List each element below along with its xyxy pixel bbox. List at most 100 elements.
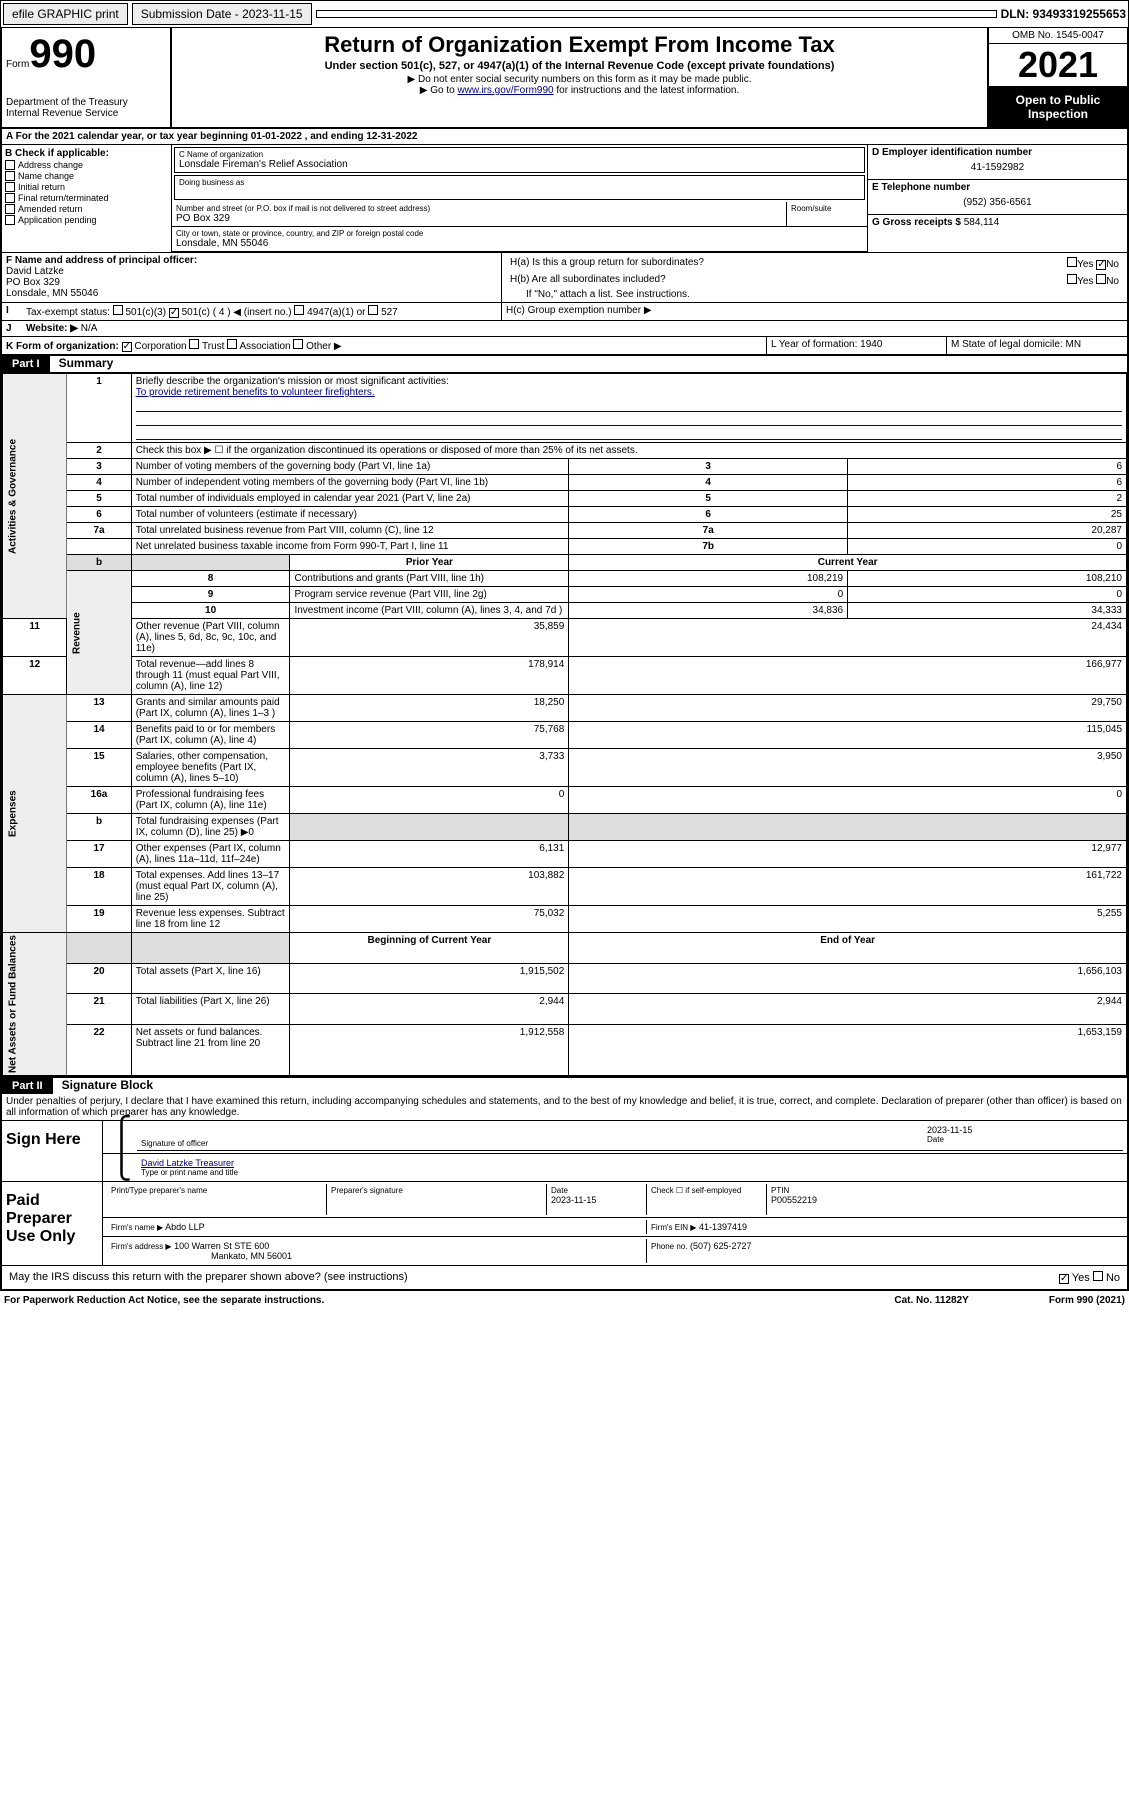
row-text: Program service revenue (Part VIII, line…	[290, 587, 569, 603]
cb-address-change[interactable]: Address change	[5, 160, 168, 170]
row-text: Total fundraising expenses (Part IX, col…	[131, 814, 290, 841]
row-text: Number of voting members of the governin…	[131, 459, 569, 475]
phone: (952) 356-6561	[872, 193, 1123, 212]
row-text: Salaries, other compensation, employee b…	[131, 749, 290, 787]
firm-addr2: Mankato, MN 56001	[211, 1251, 292, 1261]
city: Lonsdale, MN 55046	[176, 238, 863, 249]
hb-yes[interactable]	[1067, 274, 1077, 284]
col-b-checkboxes: B Check if applicable: Address change Na…	[2, 145, 172, 252]
cb-527[interactable]	[368, 305, 378, 315]
cb-4947[interactable]	[294, 305, 304, 315]
submission-date: Submission Date - 2023-11-15	[132, 3, 312, 25]
cb-assoc[interactable]	[227, 339, 237, 349]
row-text: Benefits paid to or for members (Part IX…	[131, 722, 290, 749]
exp-row: 14Benefits paid to or for members (Part …	[3, 722, 1127, 749]
curr-val: 29,750	[569, 695, 1127, 722]
k-label: K Form of organization:	[6, 341, 119, 352]
row-text: Total assets (Part X, line 16)	[131, 963, 290, 994]
cb-initial-return[interactable]: Initial return	[5, 182, 168, 192]
prior-val: 0	[290, 787, 569, 814]
prior-val: 103,882	[290, 868, 569, 906]
cb-final-return[interactable]: Final return/terminated	[5, 193, 168, 203]
yes-label: Yes	[1072, 1272, 1090, 1284]
prior-val: 6,131	[290, 841, 569, 868]
row-val: 0	[848, 539, 1127, 555]
department: Department of the Treasury Internal Reve…	[6, 97, 166, 119]
identity-section: A For the 2021 calendar year, or tax yea…	[0, 129, 1129, 356]
bracket-icon: ⎧	[107, 1123, 137, 1151]
side-exp: Expenses	[3, 695, 67, 933]
prior-val	[290, 814, 569, 841]
cb-501c[interactable]	[169, 308, 179, 318]
part1-title: Summary	[59, 356, 114, 370]
curr-val: 108,210	[848, 571, 1127, 587]
curr-val: 12,977	[569, 841, 1127, 868]
cb-501c3[interactable]	[113, 305, 123, 315]
yes-label: Yes	[1077, 276, 1093, 287]
form-number: 990	[29, 32, 96, 77]
cb-name-change[interactable]: Name change	[5, 171, 168, 181]
row-val: 6	[848, 475, 1127, 491]
gross-receipts: 584,114	[964, 217, 999, 228]
part1-header: Part I	[2, 356, 50, 372]
ein: 41-1592982	[872, 158, 1123, 177]
cb-label: Address change	[18, 160, 83, 170]
form-subtitle: Under section 501(c), 527, or 4947(a)(1)…	[182, 60, 977, 72]
l-label: L Year of formation: 1940	[767, 337, 947, 354]
col-prior: Prior Year	[290, 555, 569, 571]
firm-name: Abdo LLP	[165, 1222, 205, 1232]
discuss-yes[interactable]	[1059, 1274, 1069, 1284]
mission: To provide retirement benefits to volunt…	[136, 387, 375, 398]
row-text: Total number of volunteers (estimate if …	[131, 507, 569, 523]
open-public: Open to Public Inspection	[989, 87, 1127, 127]
curr-val: 115,045	[569, 722, 1127, 749]
prior-val: 108,219	[569, 571, 848, 587]
firm-phone: (507) 625-2727	[690, 1241, 752, 1251]
gov-row: 5Total number of individuals employed in…	[3, 491, 1127, 507]
curr-val: 24,434	[569, 619, 1127, 657]
gov-row: 4Number of independent voting members of…	[3, 475, 1127, 491]
curr-val	[569, 814, 1127, 841]
perjury-text: Under penalties of perjury, I declare th…	[2, 1094, 1127, 1120]
side-rev: Revenue	[67, 571, 131, 695]
line1-text: Briefly describe the organization's miss…	[136, 376, 449, 387]
exp-row: 19Revenue less expenses. Subtract line 1…	[3, 906, 1127, 933]
row-text: Total expenses. Add lines 13–17 (must eq…	[131, 868, 290, 906]
c-name-label: C Name of organization	[179, 150, 860, 159]
col-c-name-address: C Name of organization Lonsdale Fireman'…	[172, 145, 867, 252]
cb-corp[interactable]	[122, 342, 132, 352]
cb-pending[interactable]: Application pending	[5, 215, 168, 225]
prep-date: 2023-11-15	[551, 1195, 642, 1205]
col-end: End of Year	[569, 933, 1127, 964]
form-header-center: Return of Organization Exempt From Incom…	[172, 28, 987, 127]
ha-yes[interactable]	[1067, 257, 1077, 267]
curr-val: 5,255	[569, 906, 1127, 933]
cb-trust[interactable]	[189, 339, 199, 349]
ha-no[interactable]	[1096, 260, 1106, 270]
row-text: Total liabilities (Part X, line 26)	[131, 994, 290, 1025]
side-net: Net Assets or Fund Balances	[3, 933, 67, 1076]
527-label: 527	[381, 307, 398, 318]
form-note-2: ▶ Go to www.irs.gov/Form990 for instruct…	[182, 85, 977, 96]
website: N/A	[81, 323, 98, 334]
row-text: Other expenses (Part IX, column (A), lin…	[131, 841, 290, 868]
row-text: Total number of individuals employed in …	[131, 491, 569, 507]
col-begin: Beginning of Current Year	[290, 933, 569, 964]
ptin-label: PTIN	[771, 1186, 1119, 1195]
cb-other[interactable]	[293, 339, 303, 349]
row-text: Other revenue (Part VIII, column (A), li…	[131, 619, 290, 657]
prep-sig-label: Preparer's signature	[331, 1186, 542, 1195]
i-letter: I	[2, 303, 22, 320]
prior-val: 75,768	[290, 722, 569, 749]
tax-year: 2021	[989, 44, 1127, 87]
irs-link[interactable]: www.irs.gov/Form990	[457, 85, 553, 96]
officer-name: David Latzke	[6, 266, 497, 277]
firm-ein-label: Firm's EIN ▶	[651, 1223, 696, 1232]
hb-no[interactable]	[1096, 274, 1106, 284]
discuss-no[interactable]	[1093, 1271, 1103, 1281]
cb-amended[interactable]: Amended return	[5, 204, 168, 214]
cb-label: Final return/terminated	[18, 193, 109, 203]
k-other: Other ▶	[306, 341, 341, 352]
firm-name-label: Firm's name ▶	[111, 1223, 163, 1232]
e-label: E Telephone number	[872, 182, 1123, 193]
